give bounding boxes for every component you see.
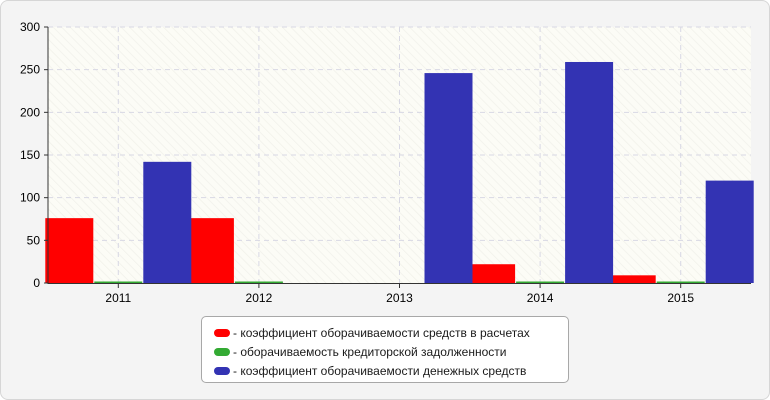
y-tick-label: 50 xyxy=(27,233,41,247)
bar xyxy=(424,73,473,283)
bar xyxy=(705,180,754,283)
y-tick-label: 100 xyxy=(20,191,40,205)
legend-label: - коэффициент оборачиваемости денежных с… xyxy=(233,363,527,378)
legend-item: - оборачиваемость кредиторской задолженн… xyxy=(202,342,568,361)
y-tick-label: 300 xyxy=(20,20,40,34)
bar xyxy=(516,281,565,283)
legend-item: - коэффициент оборачиваемости денежных с… xyxy=(202,361,568,380)
bar-chart: 0 50 100 150 200 250 300 2011 2012 2013 2014 2015 xyxy=(20,20,754,305)
legend-swatch xyxy=(214,366,230,375)
legend-swatch xyxy=(214,328,230,337)
x-tick-label: 2012 xyxy=(246,291,273,305)
bar xyxy=(94,281,143,283)
x-axis-ticks: 2011 2012 2013 2014 2015 xyxy=(105,283,694,305)
bar xyxy=(565,61,614,284)
bar xyxy=(45,218,94,283)
legend-swatch xyxy=(214,347,230,356)
bar xyxy=(607,275,656,283)
legend-label: - оборачиваемость кредиторской задолженн… xyxy=(233,344,507,359)
x-tick-label: 2014 xyxy=(527,291,554,305)
legend-item: - коэффициент оборачиваемости средств в … xyxy=(202,323,568,342)
x-tick-label: 2013 xyxy=(386,291,413,305)
x-tick-label: 2015 xyxy=(667,291,694,305)
bar xyxy=(467,264,516,283)
y-axis-ticks: 0 50 100 150 200 250 300 xyxy=(20,20,48,290)
y-tick-label: 200 xyxy=(20,105,40,119)
y-tick-label: 0 xyxy=(33,276,40,290)
bar xyxy=(234,281,283,283)
y-tick-label: 250 xyxy=(20,63,40,77)
legend: - коэффициент оборачиваемости средств в … xyxy=(201,316,569,383)
bar xyxy=(185,218,234,283)
bar xyxy=(143,161,192,283)
x-tick-label: 2011 xyxy=(105,291,131,305)
y-tick-label: 150 xyxy=(20,148,40,162)
bar xyxy=(656,281,705,283)
bars-group xyxy=(45,61,754,284)
legend-label: - коэффициент оборачиваемости средств в … xyxy=(233,325,530,340)
